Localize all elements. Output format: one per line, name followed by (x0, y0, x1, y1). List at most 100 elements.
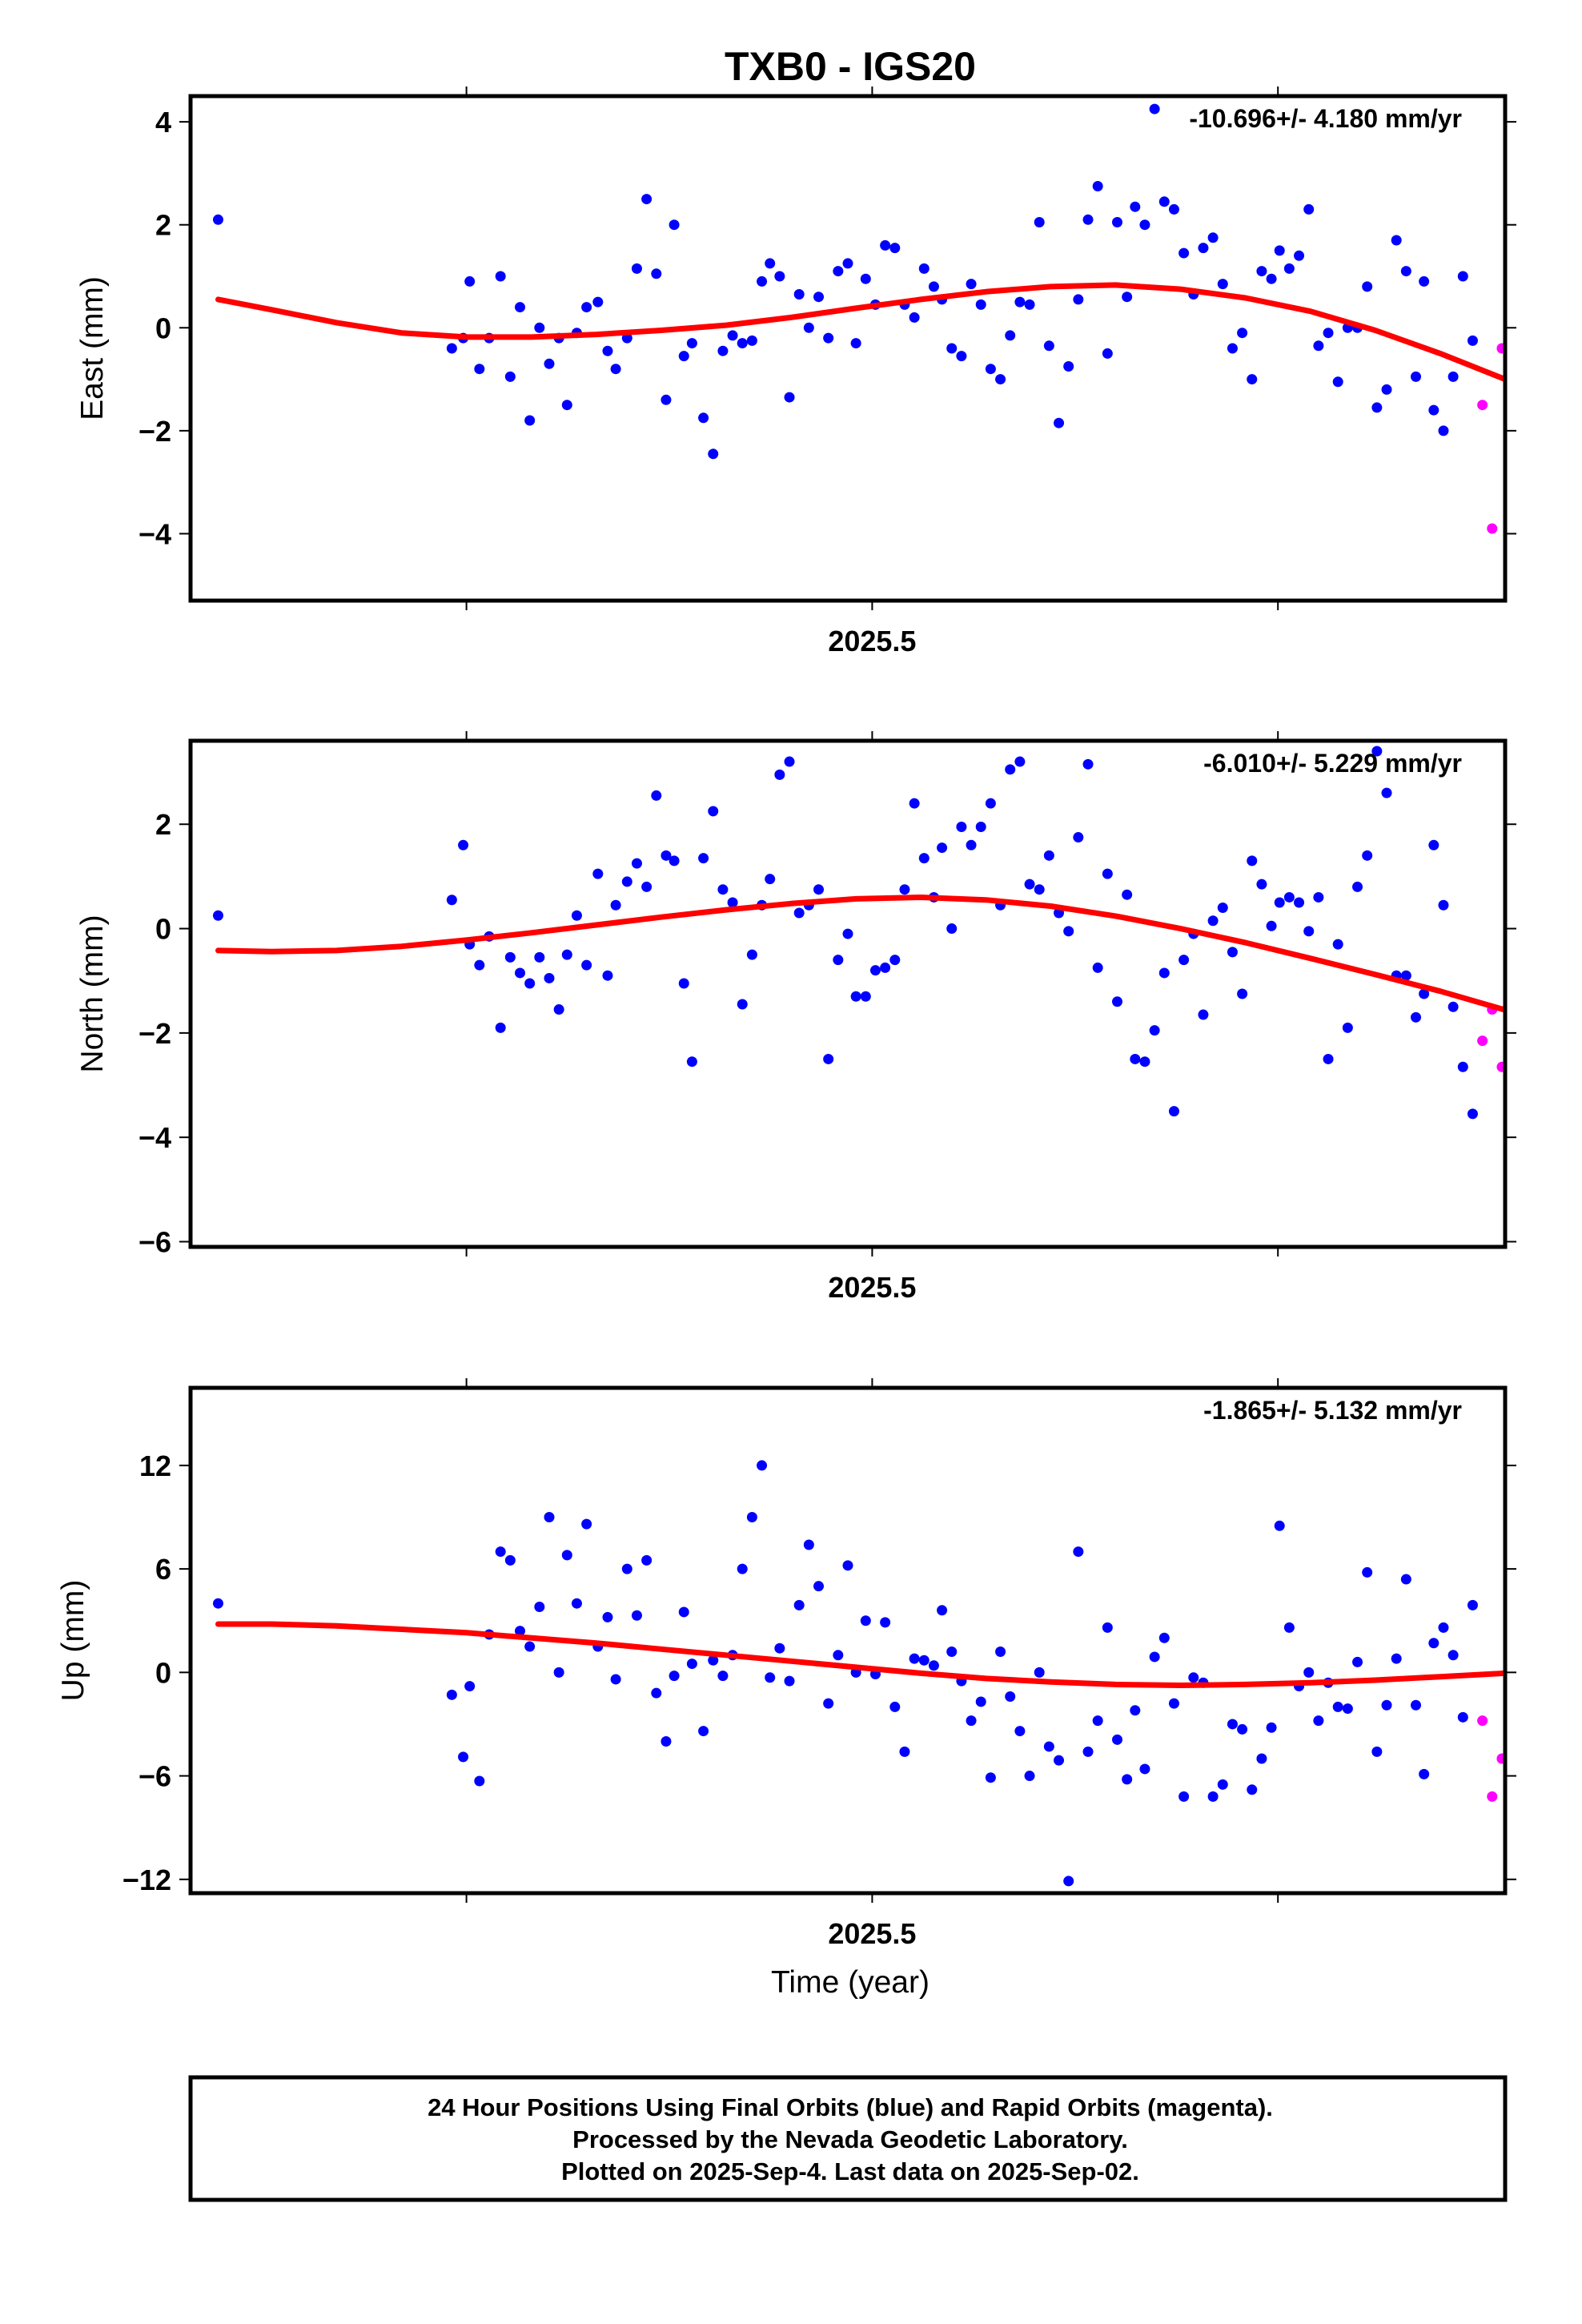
east-final-point (524, 415, 536, 426)
north-final-point (1400, 970, 1411, 981)
north-final-point (1102, 868, 1113, 879)
north-final-point (1256, 879, 1267, 890)
up-final-point (571, 1598, 582, 1609)
east-rapid-point (1544, 344, 1554, 354)
north-final-point (561, 949, 572, 960)
up-x-tick-label: 2025.5 (828, 1917, 916, 1950)
east-final-point (641, 194, 652, 205)
footer-line-2: Processed by the Nevada Geodetic Laborat… (572, 2125, 1128, 2153)
north-final-point (1294, 897, 1305, 908)
up-final-point (1227, 1719, 1238, 1730)
east-final-point (1303, 203, 1315, 215)
east-final-point (581, 302, 592, 313)
east-final-point (1419, 275, 1430, 287)
up-final-point (928, 1660, 939, 1671)
east-fit-curve (215, 282, 1505, 383)
up-rapid-point (1534, 1572, 1544, 1582)
up-final-point (1168, 1698, 1179, 1709)
up-final-point (793, 1599, 805, 1610)
up-final-point (631, 1610, 642, 1621)
up-final-point (813, 1581, 825, 1592)
east-final-point (1400, 266, 1411, 277)
up-final-point (621, 1563, 632, 1574)
up-final-point (524, 1641, 536, 1652)
up-final-point (1352, 1656, 1363, 1667)
east-final-point (504, 371, 516, 382)
up-final-point (833, 1650, 844, 1661)
east-final-point (446, 343, 457, 354)
east-final-point (464, 275, 476, 287)
north-final-point (458, 839, 469, 850)
north-final-point (956, 822, 967, 833)
north-x-tick-label: 2025.5 (828, 1271, 916, 1304)
up-final-point (1149, 1651, 1160, 1663)
up-final-point (1371, 1746, 1383, 1757)
up-rapid-point (1477, 1715, 1488, 1727)
north-final-point (975, 822, 986, 833)
north-y-tick-label: 2 (155, 808, 171, 841)
east-final-point (1457, 271, 1468, 282)
up-y-tick-label: 0 (155, 1656, 171, 1689)
east-final-point (918, 263, 930, 274)
north-data-layer (212, 746, 1574, 1215)
north-final-point (1168, 1106, 1179, 1117)
up-final-point (1092, 1715, 1103, 1727)
north-final-point (1323, 1053, 1334, 1064)
up-final-point (774, 1642, 785, 1654)
east-final-point (842, 258, 853, 269)
north-final-point (1381, 787, 1392, 798)
east-final-point (1063, 361, 1074, 372)
up-final-point (1043, 1741, 1054, 1752)
east-final-point (1014, 296, 1026, 308)
east-final-point (669, 219, 680, 231)
east-final-point (956, 351, 967, 362)
north-final-point (1457, 1061, 1468, 1072)
up-final-point (1102, 1622, 1113, 1633)
north-final-point (1237, 988, 1248, 999)
north-final-point (1283, 891, 1295, 903)
north-final-point (669, 855, 680, 866)
east-final-point (1313, 340, 1324, 352)
up-final-point (995, 1646, 1006, 1657)
up-final-point (1419, 1768, 1430, 1779)
north-final-point (1139, 1056, 1150, 1068)
north-final-point (966, 839, 977, 850)
north-final-point (524, 978, 536, 989)
up-final-point (1063, 1876, 1074, 1887)
east-final-point (727, 330, 738, 341)
north-final-point (1082, 758, 1094, 770)
north-final-point (686, 1056, 697, 1068)
east-panel: 2025.5 4 2 0 −2 −4 East (mm) -10.696+/- 4.180 m… (75, 86, 1574, 657)
up-final-point (737, 1563, 748, 1574)
east-final-point (765, 258, 776, 269)
east-final-point (1054, 417, 1065, 428)
east-rapid-point (1524, 590, 1535, 601)
north-final-point (985, 798, 996, 809)
north-final-point (1024, 879, 1035, 890)
east-rapid-point (1496, 343, 1505, 354)
up-final-point (842, 1560, 853, 1571)
north-rapid-point (1553, 1015, 1564, 1025)
north-final-point (793, 907, 805, 919)
north-rapid-point (1564, 994, 1574, 1004)
east-final-point (561, 400, 572, 411)
north-final-point (212, 910, 223, 921)
north-final-point (1371, 746, 1383, 757)
north-final-point (708, 806, 719, 817)
east-final-point (784, 392, 795, 403)
up-final-point (1256, 1753, 1267, 1764)
east-final-point (850, 338, 861, 349)
north-final-point (1342, 1022, 1353, 1033)
up-y-tick-label: −6 (139, 1760, 171, 1793)
east-rapid-point (1564, 420, 1574, 431)
east-final-point (621, 332, 632, 344)
east-final-point (602, 345, 613, 356)
east-rapid-point (1553, 456, 1564, 467)
north-final-point (860, 991, 871, 1002)
north-final-point (553, 1004, 564, 1015)
up-final-point (1428, 1638, 1439, 1649)
up-final-point (1188, 1672, 1199, 1683)
north-final-point (774, 769, 785, 780)
north-final-point (1266, 920, 1277, 931)
east-rapid-point (1534, 513, 1544, 524)
